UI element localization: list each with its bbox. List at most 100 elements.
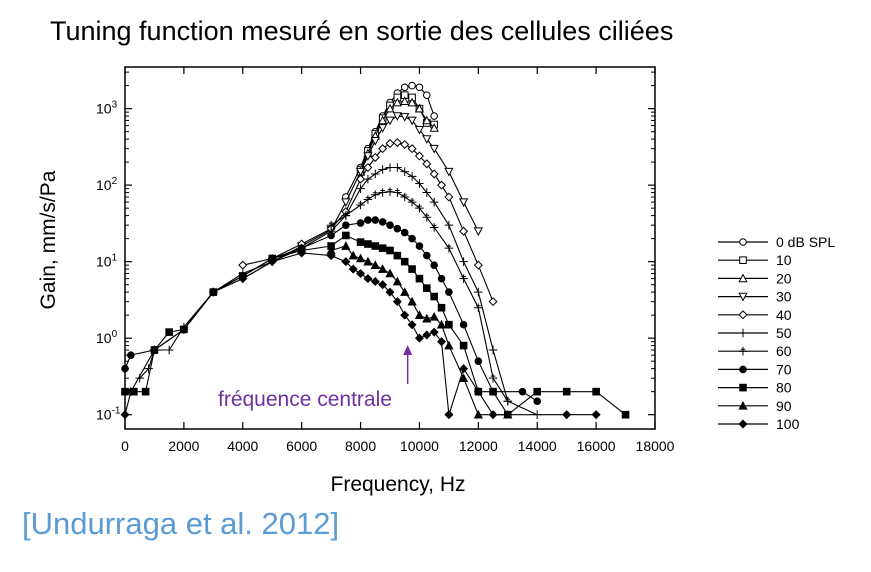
data-point — [356, 238, 365, 246]
data-point — [474, 357, 483, 366]
data-point — [414, 310, 425, 319]
data-point — [414, 103, 425, 113]
y-axis-label: Gain, mm/s/Pa — [37, 170, 60, 309]
data-point — [238, 274, 248, 284]
data-point — [407, 144, 417, 154]
data-point — [392, 112, 402, 121]
data-point — [363, 174, 373, 184]
y-tick-label: 103 — [96, 100, 118, 117]
data-point — [378, 280, 388, 290]
data-point — [348, 264, 358, 274]
data-point — [437, 180, 447, 190]
data-point — [415, 242, 424, 250]
data-point — [356, 269, 366, 279]
data-point — [363, 195, 373, 204]
data-point — [430, 112, 438, 120]
legend-label: 90 — [776, 398, 792, 414]
data-point — [164, 345, 174, 355]
data-point — [415, 203, 424, 213]
data-point — [363, 163, 373, 173]
data-point — [414, 333, 424, 343]
data-point — [378, 188, 387, 197]
data-point — [356, 200, 365, 210]
data-point — [386, 221, 394, 229]
x-tick-label: 0 — [121, 438, 129, 454]
data-point — [489, 387, 497, 396]
data-point — [392, 276, 402, 286]
data-point — [422, 212, 432, 222]
y-tick-label: 10-1 — [96, 406, 121, 423]
y-tick-label: 101 — [96, 253, 118, 270]
data-point — [562, 410, 572, 420]
data-point — [436, 319, 447, 329]
data-point — [459, 320, 468, 329]
data-point — [341, 211, 351, 220]
data-point — [393, 163, 402, 172]
data-point — [141, 387, 150, 396]
data-point — [738, 400, 748, 410]
data-point — [407, 116, 417, 126]
data-point — [364, 216, 372, 224]
x-tick-label: 14000 — [518, 438, 557, 454]
data-point — [503, 396, 513, 406]
data-point — [591, 410, 601, 420]
data-point — [422, 188, 432, 197]
data-point — [738, 328, 748, 338]
data-point — [392, 297, 402, 307]
data-point — [415, 179, 424, 188]
data-point — [488, 345, 498, 355]
data-point — [348, 250, 358, 260]
x-axis-label: Frequency, Hz — [331, 473, 466, 496]
data-point — [179, 324, 189, 334]
data-point — [473, 409, 483, 419]
data-point — [407, 172, 417, 181]
data-point — [378, 115, 388, 125]
legend: 0 dB SPL 10 20 30 40 50 60 70 80 90 100 — [718, 234, 835, 432]
data-point — [400, 139, 410, 149]
data-point — [385, 139, 395, 149]
data-point — [400, 83, 409, 92]
data-point — [533, 397, 542, 406]
data-point — [459, 341, 468, 350]
data-point — [267, 257, 277, 267]
data-point — [459, 257, 468, 266]
data-point — [458, 373, 469, 382]
data-point — [518, 387, 527, 396]
data-point — [474, 287, 483, 297]
data-point — [121, 364, 129, 373]
y-tick-label: 102 — [96, 176, 118, 193]
data-point — [393, 251, 402, 260]
data-point — [400, 167, 410, 176]
data-point — [739, 256, 747, 264]
data-point — [445, 288, 453, 296]
data-point — [429, 311, 439, 321]
data-point — [149, 345, 159, 355]
series-90 — [326, 241, 513, 419]
data-point — [341, 198, 351, 207]
data-point — [407, 320, 417, 330]
legend-label: 60 — [776, 343, 792, 359]
data-point — [533, 387, 542, 396]
data-point — [355, 167, 366, 177]
data-point — [458, 198, 469, 207]
data-point — [738, 310, 748, 320]
data-point — [364, 240, 372, 248]
data-point — [429, 144, 439, 154]
data-point — [473, 260, 483, 270]
data-point — [407, 97, 417, 107]
data-point — [407, 197, 417, 207]
x-tick-label: 6000 — [286, 438, 317, 454]
data-point — [392, 97, 402, 107]
data-point — [400, 310, 410, 320]
data-point — [126, 387, 136, 397]
data-point — [386, 246, 394, 255]
data-point — [414, 151, 424, 161]
data-point — [422, 135, 432, 144]
plot-frame — [124, 66, 656, 430]
data-point — [473, 227, 483, 237]
data-point — [385, 268, 395, 278]
data-point — [459, 364, 469, 374]
data-point — [370, 190, 380, 200]
data-point — [430, 292, 438, 301]
data-point — [393, 188, 402, 197]
